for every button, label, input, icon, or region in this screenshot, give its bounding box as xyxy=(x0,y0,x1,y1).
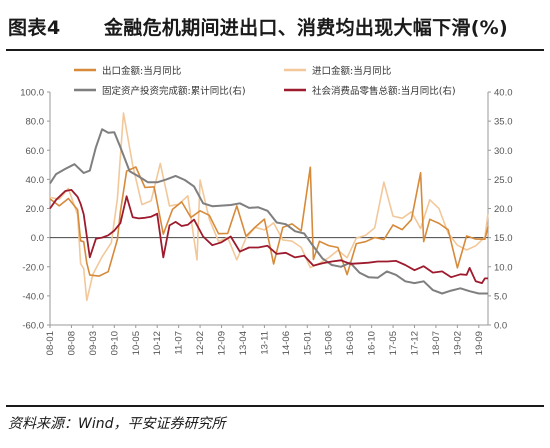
header-rule xyxy=(6,49,544,51)
left-tick-label: -60.0 xyxy=(22,321,44,332)
right-tick-label: 15.0 xyxy=(494,233,513,244)
x-tick-label: 09-03 xyxy=(88,331,99,355)
x-tick-label: 19-02 xyxy=(452,331,463,355)
legend-label-retail: 社会消费品零售总额:当月同比(右) xyxy=(312,85,456,97)
source-note: 资料来源：Wind，平安证券研究所 xyxy=(8,416,226,432)
x-tick-label: 14-06 xyxy=(281,331,292,355)
x-tick-label: 08-01 xyxy=(45,331,56,355)
figure-header: 图表4 金融危机期间进出口、消费均出现大幅下滑(%) xyxy=(0,0,550,52)
x-tick-label: 13-11 xyxy=(259,331,270,355)
x-tick-label: 09-10 xyxy=(109,331,120,355)
series-line-export xyxy=(49,166,489,277)
left-tick-label: 60.0 xyxy=(26,146,45,157)
right-tick-label: 20.0 xyxy=(494,204,513,215)
chart-canvas: 100.0 80.0 60.0 40.0 20.0 0.0 -20.0 -40.0 -60.0 4… xyxy=(20,65,513,355)
right-tick-label: 25.0 xyxy=(494,175,513,186)
right-tick-label: 5.0 xyxy=(494,291,507,302)
x-tick-label: 10-05 xyxy=(131,331,142,355)
left-tick-label: 40.0 xyxy=(26,175,45,186)
right-tick-label: 30.0 xyxy=(494,146,513,157)
right-tick-label: 0.0 xyxy=(494,321,507,332)
x-tick-label: 11-07 xyxy=(174,331,185,355)
x-tick-label: 16-03 xyxy=(345,331,356,355)
x-tick-label: 18-07 xyxy=(431,331,442,355)
left-tick-label: 20.0 xyxy=(26,204,45,215)
left-tick-label: 100.0 xyxy=(20,88,44,99)
left-tick-label: -20.0 xyxy=(22,262,44,273)
legend-label-import: 进口金额:当月同比 xyxy=(312,65,391,77)
figure-number: 图表4 xyxy=(8,17,61,39)
x-tick-label: 15-08 xyxy=(324,331,335,355)
left-tick-label: 80.0 xyxy=(26,117,45,128)
x-tick-label: 10-12 xyxy=(152,331,163,355)
series-line-retail xyxy=(49,189,488,284)
x-tick-label: 19-09 xyxy=(474,331,485,355)
x-tick-label: 16-10 xyxy=(367,331,378,355)
right-tick-label: 35.0 xyxy=(494,117,513,128)
left-tick-label: -40.0 xyxy=(22,291,44,302)
line-chart: 100.0 80.0 60.0 40.0 20.0 0.0 -20.0 -40.0 -60.0 4… xyxy=(0,52,550,404)
x-tick-label: 13-04 xyxy=(238,331,249,355)
x-tick-label: 08-08 xyxy=(66,331,77,355)
legend-label-fai: 固定资产投资完成额:累计同比(右) xyxy=(102,85,246,97)
figure-title: 金融危机期间进出口、消费均出现大幅下滑(%) xyxy=(104,17,509,39)
x-tick-label: 17-12 xyxy=(409,331,420,355)
x-tick-label: 15-01 xyxy=(302,331,313,355)
x-tick-label: 12-02 xyxy=(195,331,206,355)
x-tick-label: 12-09 xyxy=(217,331,228,355)
footer-rule xyxy=(6,405,544,407)
series-line-fai xyxy=(49,128,488,295)
left-tick-label: 0.0 xyxy=(31,233,44,244)
right-tick-label: 40.0 xyxy=(494,88,513,99)
x-tick-label: 17-05 xyxy=(388,331,399,355)
legend-label-export: 出口金额:当月同比 xyxy=(102,65,181,77)
right-tick-label: 10.0 xyxy=(494,262,513,273)
